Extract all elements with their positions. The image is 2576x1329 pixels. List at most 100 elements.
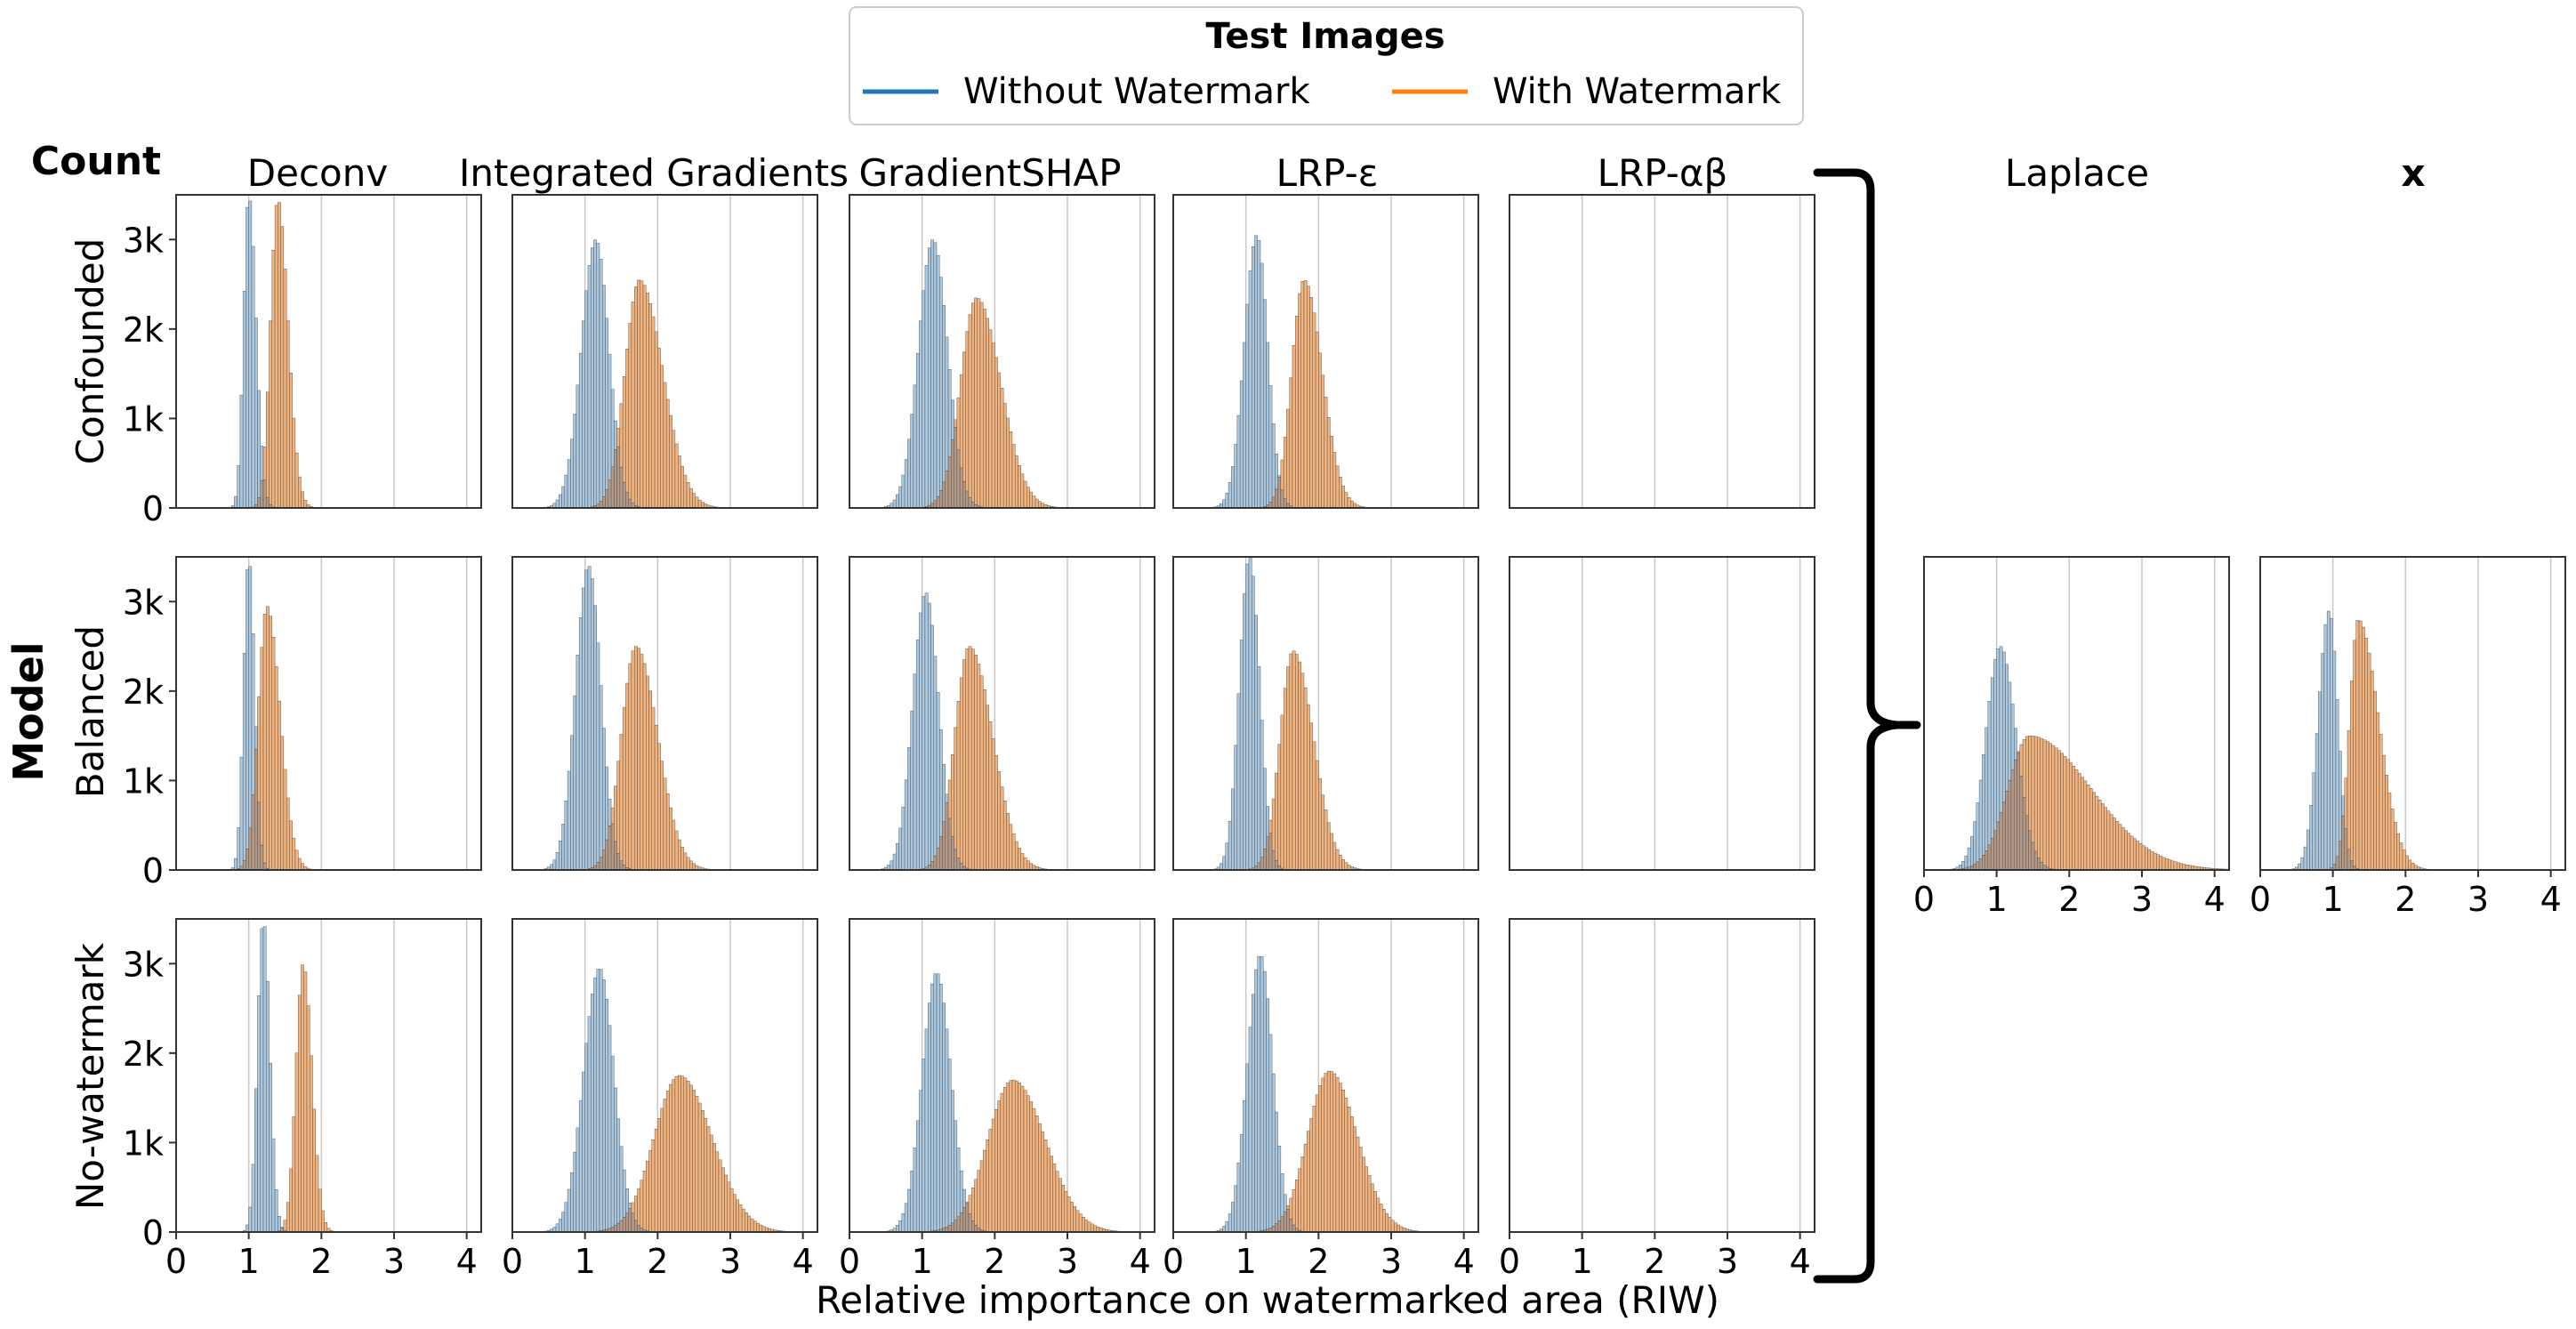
x-tick-label: 1 — [238, 1242, 260, 1281]
bar-with-watermark — [289, 372, 293, 508]
bar-with-watermark — [1774, 1178, 1776, 1232]
bar-with-watermark — [2132, 838, 2137, 870]
bar-with-watermark — [965, 1201, 970, 1204]
bar-with-watermark — [1084, 1220, 1089, 1232]
bar-with-watermark — [1326, 822, 1331, 870]
bar-without-watermark — [1982, 754, 1985, 856]
bar-with-watermark — [640, 1180, 644, 1228]
bar-without-watermark — [596, 243, 600, 504]
bar-without-watermark — [1539, 1211, 1542, 1231]
bar-without-watermark — [599, 969, 603, 1231]
bar-without-watermark — [1547, 852, 1550, 870]
bar-with-watermark — [1742, 857, 1744, 870]
bar-overlap — [1283, 498, 1287, 508]
bar-with-watermark — [1309, 722, 1313, 870]
bar-with-watermark — [2353, 640, 2357, 867]
bar-with-watermark — [1300, 673, 1305, 870]
panel-balanced-laplace: 0 1 2 3 4 — [1913, 556, 2230, 919]
bar-overlap — [619, 467, 624, 508]
bar-with-watermark — [1373, 1190, 1377, 1232]
x-tick-label: 1 — [1572, 1242, 1593, 1281]
bar-with-watermark — [2045, 741, 2049, 868]
bar-with-watermark — [286, 320, 290, 508]
bar-with-watermark — [1675, 400, 1678, 508]
bar-with-watermark — [1023, 857, 1027, 870]
panel-frame — [1172, 556, 1479, 871]
bar-without-watermark — [237, 827, 241, 869]
bar-without-watermark — [1239, 380, 1244, 508]
bar-without-watermark — [1266, 806, 1269, 837]
bar-with-watermark — [753, 1220, 757, 1232]
bar-with-watermark — [1312, 1106, 1316, 1232]
right-brace — [1813, 168, 1921, 1284]
bar-with-watermark — [1739, 495, 1742, 508]
bar-with-watermark — [1622, 762, 1625, 868]
panel-confounded-lrp — [1509, 194, 1815, 509]
panel-frame — [1172, 918, 1479, 1233]
bar-with-watermark — [1394, 1222, 1397, 1232]
x-tick-label: 3 — [2131, 880, 2153, 919]
panel-frame — [511, 918, 818, 1233]
panel-confounded-deconv: 0 1k 2k 3k — [123, 194, 482, 528]
bar-without-watermark — [1228, 1213, 1232, 1232]
bar-with-watermark — [651, 1140, 656, 1232]
bar-with-watermark — [286, 797, 290, 870]
bar-overlap — [1606, 480, 1608, 508]
bar-with-watermark — [1300, 1156, 1305, 1232]
bar-with-watermark — [260, 647, 264, 846]
bar-with-watermark — [1275, 772, 1278, 861]
bar-with-watermark — [619, 403, 624, 468]
bar-with-watermark — [2072, 766, 2076, 870]
bar-overlap — [619, 860, 624, 870]
bar-with-watermark — [646, 293, 649, 508]
bar-without-watermark — [1254, 615, 1258, 866]
bar-without-watermark — [1597, 773, 1599, 832]
bar-with-watermark — [712, 1143, 716, 1232]
bar-overlap — [1594, 495, 1597, 508]
bar-with-watermark — [1315, 1094, 1319, 1232]
bar-with-watermark — [1067, 1196, 1071, 1232]
bar-without-watermark — [582, 1071, 585, 1232]
bar-with-watermark — [974, 655, 978, 870]
bar-with-watermark — [2141, 845, 2145, 870]
bar-with-watermark — [1736, 853, 1739, 870]
bar-overlap — [634, 1220, 638, 1232]
bar-without-watermark — [1263, 971, 1267, 1230]
bar-without-watermark — [1973, 821, 1977, 865]
bar-overlap — [1590, 498, 1593, 508]
bar-with-watermark — [683, 1077, 688, 1232]
bars — [1950, 646, 2229, 870]
bar-without-watermark — [274, 1189, 278, 1232]
bar-with-watermark — [292, 417, 296, 508]
bar-overlap — [962, 480, 966, 508]
bar-overlap — [1286, 1209, 1290, 1232]
bar-with-watermark — [1751, 1169, 1753, 1232]
bar-with-watermark — [1032, 1108, 1036, 1232]
bar-with-watermark — [289, 1168, 293, 1232]
bar-with-watermark — [715, 1151, 720, 1232]
bar-without-watermark — [1263, 768, 1267, 850]
bars — [1213, 557, 1365, 870]
bar-overlap — [1289, 1219, 1293, 1232]
bar-with-watermark — [1620, 769, 1622, 867]
x-tick-label: 2 — [647, 1242, 668, 1281]
bar-with-watermark — [956, 397, 961, 450]
bar-with-watermark — [1347, 1107, 1351, 1232]
bar-without-watermark — [951, 1090, 954, 1223]
bar-with-watermark — [2355, 620, 2360, 869]
bar-without-watermark — [904, 459, 908, 508]
bar-with-watermark — [286, 1202, 290, 1232]
bar-with-watermark — [1757, 1171, 1759, 1232]
bar-without-watermark — [1964, 855, 1968, 868]
bar-overlap — [1603, 818, 1606, 870]
bar-with-watermark — [292, 837, 296, 870]
bar-with-watermark — [1606, 809, 1608, 834]
bar-overlap — [1617, 1218, 1620, 1232]
bar-without-watermark — [1559, 1135, 1562, 1231]
bar-overlap — [965, 490, 970, 508]
bar-overlap — [1277, 1220, 1282, 1232]
bar-with-watermark — [625, 682, 629, 868]
bar-with-watermark — [1294, 1180, 1299, 1229]
bar-without-watermark — [564, 474, 568, 508]
panel-frame — [1172, 194, 1479, 509]
